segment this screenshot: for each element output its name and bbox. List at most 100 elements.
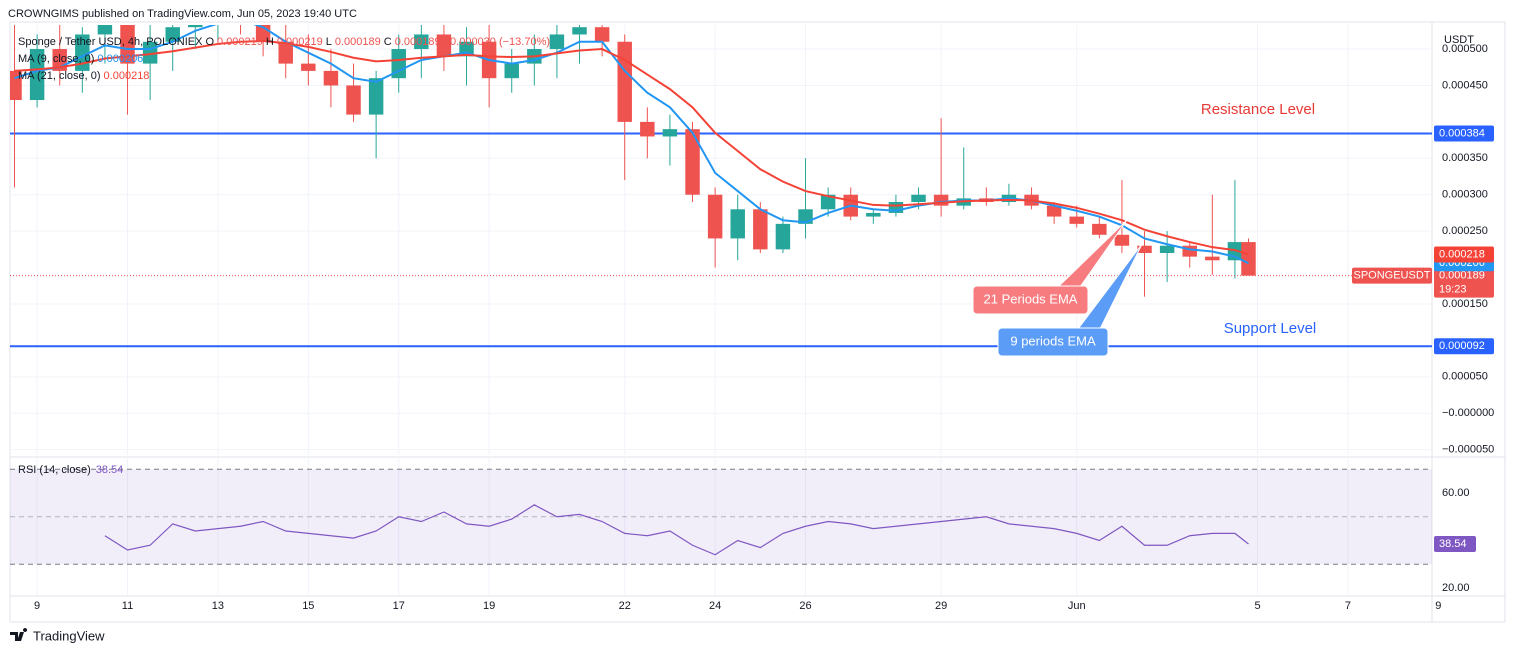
x-tick-label: 5 — [1254, 600, 1260, 612]
x-tick-label: 9 — [1435, 600, 1441, 612]
y-tick-label: −0.000000 — [1442, 407, 1494, 419]
legend-text: H — [266, 36, 274, 48]
candle-body — [662, 129, 678, 137]
legend-text: −0.000030 (−13.70%) — [444, 36, 550, 48]
legend-text: 0.000206 — [97, 53, 143, 65]
candle-body — [594, 27, 610, 42]
candle-body — [888, 202, 904, 213]
candle-body — [707, 194, 723, 239]
callout-text: 9 periods EMA — [1010, 333, 1096, 348]
rsi-name: RSI (14, close) — [18, 464, 91, 476]
candle-body — [1159, 245, 1175, 254]
ma-line — [14, 25, 1249, 265]
candle-body — [97, 25, 113, 35]
candle-body — [1241, 242, 1256, 276]
level-name: Resistance Level — [1201, 101, 1315, 118]
y-tick-label: −0.000050 — [1442, 444, 1494, 456]
y-tick-label: 0.000350 — [1442, 152, 1488, 164]
y-tick-label: 0.000250 — [1442, 225, 1488, 237]
candle-body — [278, 41, 293, 64]
ma-price-label: 0.000218 — [1439, 248, 1485, 260]
x-tick-label: Jun — [1068, 600, 1086, 612]
candle-body — [188, 25, 203, 28]
legend-text: 0.000189 — [335, 36, 381, 48]
x-tick-label: 9 — [34, 600, 40, 612]
candle-body — [911, 194, 926, 203]
x-tick-label: 22 — [619, 600, 631, 612]
symbol-label: SPONGEUSDT — [1353, 269, 1430, 281]
frame — [9, 21, 1506, 623]
level-price-label: 0.000092 — [1439, 340, 1485, 352]
callout-box — [997, 327, 1109, 357]
callout-box — [972, 285, 1089, 315]
legend-text: 0.000189 — [395, 36, 441, 48]
x-tick-label: 29 — [935, 600, 947, 612]
level-price-box — [1434, 125, 1494, 142]
candle-body — [120, 25, 135, 64]
candle-body — [504, 63, 519, 79]
candle-body — [1092, 223, 1107, 235]
overlay: 0.000384 Resistance Level 0.000092 Support … — [18, 36, 1494, 552]
candle-body — [1114, 234, 1130, 246]
current-price-box — [1434, 267, 1494, 298]
candle-body — [368, 78, 384, 115]
level-price-label: 0.000384 — [1439, 127, 1485, 139]
legend-text: O — [205, 36, 214, 48]
legend-text: 0.000219 — [277, 36, 323, 48]
candle-body — [165, 27, 180, 42]
candle-body — [617, 41, 632, 122]
candle-body — [346, 85, 361, 115]
candle-body — [10, 70, 22, 101]
candle-body — [820, 194, 836, 210]
candle-body — [730, 209, 745, 239]
current-price-label: 0.000189 — [1439, 269, 1485, 281]
candle-body — [1069, 216, 1084, 224]
candle-body — [933, 194, 949, 206]
x-tick-label: 19 — [483, 600, 495, 612]
legend-text: 0.000218 — [104, 70, 150, 82]
x-tick-label: 13 — [212, 600, 224, 612]
candle-body — [391, 49, 406, 79]
unit: USDT — [1444, 34, 1474, 46]
candle-body — [436, 34, 452, 57]
callout-pointer — [1076, 243, 1143, 330]
candle-body — [549, 34, 565, 50]
rsi-value-box — [1434, 535, 1476, 552]
y-tick-label: 0.000450 — [1442, 79, 1488, 91]
legend-text: Sponge / Tether USD, 4h, POLONIEX — [18, 36, 203, 48]
x-tick-label: 11 — [122, 600, 133, 612]
countdown: 19:23 — [1439, 283, 1467, 295]
x-tick-label: 15 — [302, 600, 314, 612]
footer-logo — [10, 628, 28, 641]
candle-body — [866, 212, 881, 217]
candle-body — [301, 63, 316, 71]
main-pane — [10, 25, 1432, 455]
level-price-box — [1434, 338, 1494, 355]
rsi-value-label: 38.54 — [1439, 538, 1467, 550]
legend-text: L — [326, 36, 332, 48]
ma-price-box — [1434, 246, 1494, 263]
candle-body — [572, 27, 587, 35]
ma-line — [14, 40, 1249, 256]
candle-body — [1205, 256, 1220, 261]
candle-body — [640, 121, 655, 137]
candle-body — [1046, 205, 1062, 217]
candle-body — [775, 223, 791, 250]
y-tick-label: 0.000300 — [1442, 189, 1488, 201]
x-tick-label: 7 — [1345, 600, 1351, 612]
x-tick-label: 26 — [799, 600, 811, 612]
footer-brand: TradingView — [33, 628, 105, 643]
rsi-tick-label: 20.00 — [1442, 582, 1470, 594]
candle-body — [323, 70, 339, 86]
symbol-box — [1352, 267, 1432, 284]
x-tick-label: 24 — [709, 600, 721, 612]
y-tick-label: 0.000050 — [1442, 371, 1488, 383]
candle-body — [753, 209, 768, 250]
rsi-line — [104, 504, 1249, 556]
level-name: Support Level — [1224, 320, 1317, 337]
callout-text: 21 Periods EMA — [984, 291, 1078, 306]
legend-text: C — [384, 36, 392, 48]
legend-text: MA (21, close, 0) — [18, 70, 101, 82]
